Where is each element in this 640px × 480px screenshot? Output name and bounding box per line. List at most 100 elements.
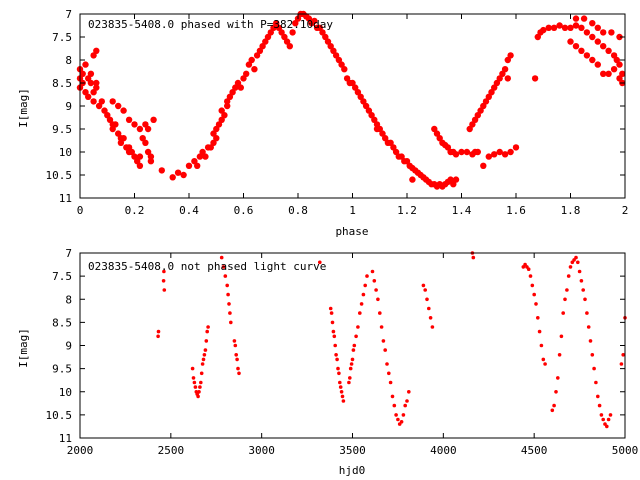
unphased-data-point-113: [557, 353, 562, 357]
unphased-data-point-28: [227, 302, 231, 306]
phased-light-curve-panel: 0 0.2 0.4 0.6 0.8 1 1.2 1.4 1.6 1.8 2 7 7.5 8 8.5 9 9.5 1…: [17, 8, 628, 238]
phased-data-point-57: [194, 162, 201, 169]
phased-y-tick-label-3: 8.5: [52, 77, 72, 90]
phased-data-point-223: [605, 70, 612, 78]
phased-x-axis-label: phase: [335, 225, 368, 238]
unphased-y-tick-label-7: 10.5: [46, 409, 73, 422]
unphased-data-point-134: [596, 394, 600, 399]
phased-data-point-220: [589, 56, 596, 64]
phased-data-point-9: [87, 79, 95, 87]
unphased-data-point-59: [352, 343, 357, 348]
phased-data-point-18: [98, 98, 106, 105]
phased-data-point-79: [243, 70, 250, 78]
unphased-data-point-143: [621, 353, 625, 357]
unphased-data-point-63: [359, 302, 364, 306]
unphased-data-point-38: [328, 306, 333, 311]
unphased-data-point-91: [427, 306, 431, 311]
phased-data-point-45: [125, 116, 133, 124]
phased-data-point-211: [600, 43, 607, 50]
unphased-data-point-141: [608, 413, 613, 417]
phased-y-tick-label-8: 11: [59, 192, 72, 205]
phased-data-point-39: [144, 148, 152, 156]
unphased-data-point-106: [539, 343, 544, 348]
phased-data-point-83: [253, 52, 261, 59]
phased-data-point-51: [158, 167, 165, 174]
unphased-data-point-87: [407, 390, 411, 394]
unphased-x-tick-label-5: 4500: [521, 444, 548, 457]
phased-y-tick-label-6: 10: [59, 146, 72, 159]
phased-data-point-203: [556, 22, 563, 29]
phased-data-point-231: [600, 29, 607, 36]
unphased-data-point-84: [401, 413, 406, 417]
phased-data-point-224: [610, 66, 618, 73]
phased-data-point-82: [251, 66, 258, 73]
unphased-x-tick-label-2: 3000: [248, 444, 275, 457]
phased-data-point-225: [616, 75, 623, 82]
unphased-data-point-31: [232, 339, 237, 343]
unphased-data-point-8: [193, 385, 198, 389]
phased-data-point-127: [373, 121, 381, 128]
phased-data-point-207: [578, 24, 585, 31]
unphased-data-point-80: [394, 413, 398, 417]
unphased-data-point-33: [234, 353, 238, 357]
unphased-data-point-122: [574, 255, 578, 260]
phased-data-point-50: [150, 116, 157, 124]
phased-data-point-221: [594, 61, 601, 68]
phased-data-point-3: [79, 70, 86, 78]
phased-data-point-156: [452, 176, 460, 183]
phased-data-point-52: [169, 174, 176, 181]
phased-data-point-120: [354, 89, 362, 96]
unphased-data-point-88: [421, 283, 426, 288]
phased-data-point-92: [278, 29, 285, 36]
phased-data-point-46: [131, 121, 138, 128]
unphased-data-point-95: [471, 255, 476, 260]
unphased-data-point-49: [338, 385, 343, 389]
phased-data-point-35: [136, 153, 144, 160]
phased-y-tick-label-1: 7.5: [52, 31, 72, 44]
unphased-data-point-47: [337, 371, 341, 376]
unphased-data-point-86: [405, 399, 409, 403]
unphased-data-point-112: [556, 376, 560, 380]
unphased-data-point-26: [225, 283, 229, 288]
unphased-data-point-116: [563, 297, 567, 302]
unphased-data-point-41: [331, 329, 336, 334]
unphased-data-point-39: [329, 311, 334, 315]
unphased-data-point-72: [379, 325, 384, 329]
unphased-data-point-100: [528, 274, 533, 278]
unphased-data-point-44: [334, 353, 338, 357]
unphased-data-point-0: [156, 334, 160, 339]
phased-data-point-49: [144, 125, 152, 133]
phased-data-point-215: [616, 61, 623, 68]
unphased-data-point-60: [354, 334, 358, 339]
unphased-data-point-79: [392, 403, 397, 408]
unphased-data-point-142: [619, 362, 624, 366]
phased-data-point-194: [501, 151, 509, 158]
unphased-data-point-90: [425, 297, 429, 302]
unphased-data-point-103: [534, 302, 538, 306]
unphased-data-point-128: [585, 311, 589, 315]
phased-data-point-190: [480, 162, 487, 169]
phased-data-point-192: [491, 151, 498, 158]
phased-data-point-227: [572, 15, 580, 22]
unphased-data-point-68: [372, 279, 377, 283]
unphased-data-point-5: [190, 366, 195, 371]
phased-data-point-10: [87, 70, 95, 78]
phased-data-point-201: [545, 24, 552, 31]
phased-data-point-186: [501, 66, 509, 73]
phased-data-point-41: [147, 158, 155, 165]
phased-data-point-187: [504, 56, 511, 64]
phased-data-point-230: [594, 24, 601, 31]
phased-data-point-216: [567, 38, 574, 45]
unphased-data-point-74: [383, 348, 388, 352]
phased-x-tick-label-4: 0.8: [288, 204, 308, 217]
phased-data-point-56: [191, 158, 198, 165]
phased-data-point-157: [373, 125, 381, 133]
phased-data-point-60: [202, 153, 209, 160]
phased-data-point-65: [213, 135, 220, 142]
phased-data-point-95: [286, 43, 293, 50]
phased-data-point-70: [221, 112, 228, 119]
unphased-data-point-50: [339, 390, 344, 394]
unphased-data-point-104: [536, 316, 540, 320]
unphased-data-point-114: [559, 334, 564, 339]
